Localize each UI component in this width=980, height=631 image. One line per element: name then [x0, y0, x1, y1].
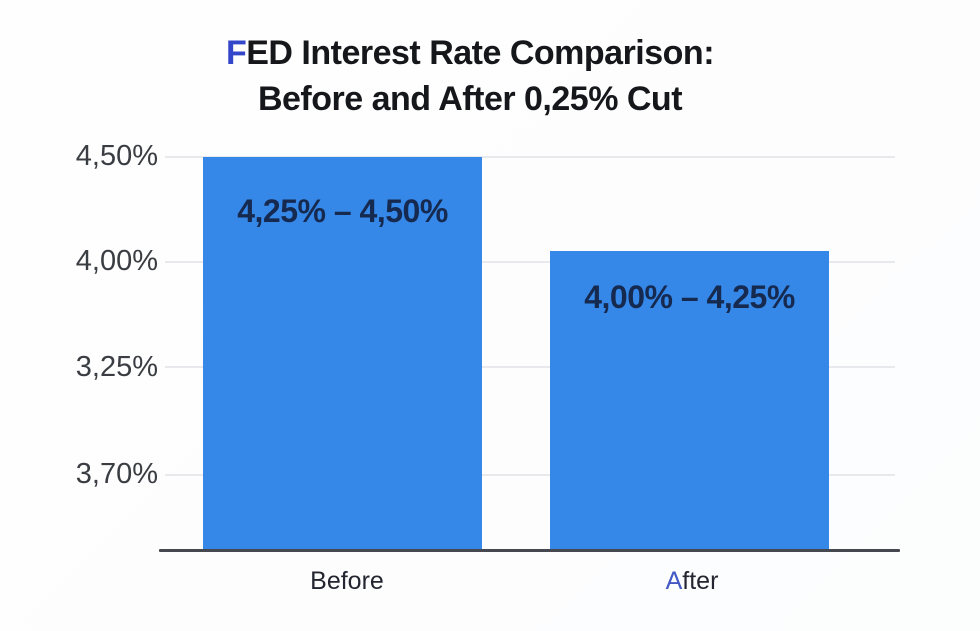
chart-title-line-2: Before and After 0,25% Cut [257, 80, 683, 118]
x-axis-line [159, 549, 900, 552]
bar-before: 4,25% – 4,50% [203, 157, 482, 550]
y-axis-tick-label: 3,25% [75, 351, 158, 383]
y-axis-tick-label: 4,00% [75, 245, 158, 277]
bar-after-range-label: 4,00% – 4,25% [584, 279, 795, 315]
x-axis-label-after: After [665, 567, 719, 595]
x-axis-label-before: Before [310, 567, 384, 595]
y-axis-tick-label: 4,50% [75, 140, 158, 172]
bar-before-range-label: 4,25% – 4,50% [237, 193, 448, 229]
chart-title-line-1: FED Interest Rate Comparison: [225, 34, 715, 72]
y-axis-tick-label: 3,70% [75, 458, 158, 490]
gridline-3-25 [165, 366, 895, 368]
gridline-4-50 [165, 156, 895, 158]
gridline-4-00 [165, 261, 895, 263]
chart-title: FED Interest Rate Comparison: Before and… [0, 30, 940, 122]
gridline-3-70 [165, 474, 895, 476]
bar-after: 4,00% – 4,25% [550, 251, 829, 550]
